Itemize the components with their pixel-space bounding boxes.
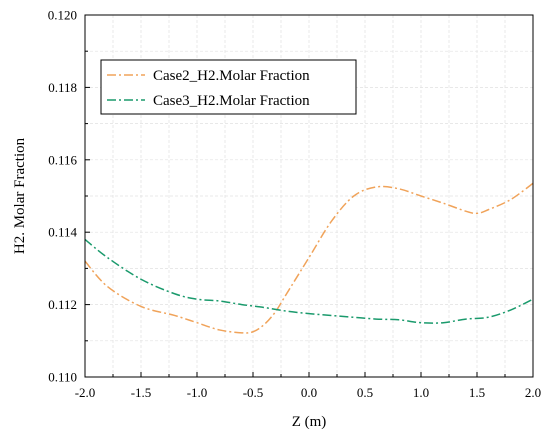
series-line-case3 bbox=[84, 238, 534, 324]
legend-box bbox=[100, 59, 357, 115]
legend-label-case2: Case2_H2.Molar Fraction bbox=[153, 68, 310, 84]
x-tick-label: -1.5 bbox=[131, 385, 152, 400]
tick-labels: -2.0 -1.5 -1.0 -0.5 0.0 0.5 1.0 1.5 2.0 0.110 0.11… bbox=[48, 8, 541, 401]
y-tick-label: 0.120 bbox=[48, 8, 77, 23]
x-tick-label: -1.0 bbox=[187, 385, 208, 400]
x-tick-label: -0.5 bbox=[243, 385, 264, 400]
series-line-case2 bbox=[84, 182, 534, 334]
x-tick-label: 1.0 bbox=[413, 385, 429, 400]
ticks bbox=[84, 14, 534, 378]
y-tick-label: 0.110 bbox=[48, 370, 77, 385]
y-tick-label: 0.116 bbox=[48, 152, 77, 167]
x-tick-label: 1.5 bbox=[469, 385, 485, 400]
x-tick-label: 0.0 bbox=[301, 385, 317, 400]
x-tick-label: 0.5 bbox=[357, 385, 373, 400]
x-tick-label: -2.0 bbox=[75, 385, 96, 400]
series-layer bbox=[84, 182, 534, 334]
y-tick-label: 0.114 bbox=[48, 225, 77, 240]
legend-label-case3: Case3_H2.Molar Fraction bbox=[153, 93, 310, 109]
y-tick-label: 0.112 bbox=[48, 297, 77, 312]
y-axis-title: H2. Molar Fraction bbox=[12, 137, 28, 254]
legend: Case2_H2.Molar Fraction Case3_H2.Molar F… bbox=[100, 59, 357, 115]
y-tick-label: 0.118 bbox=[48, 80, 77, 95]
x-axis-title: Z (m) bbox=[292, 414, 327, 430]
x-tick-label: 2.0 bbox=[525, 385, 541, 400]
